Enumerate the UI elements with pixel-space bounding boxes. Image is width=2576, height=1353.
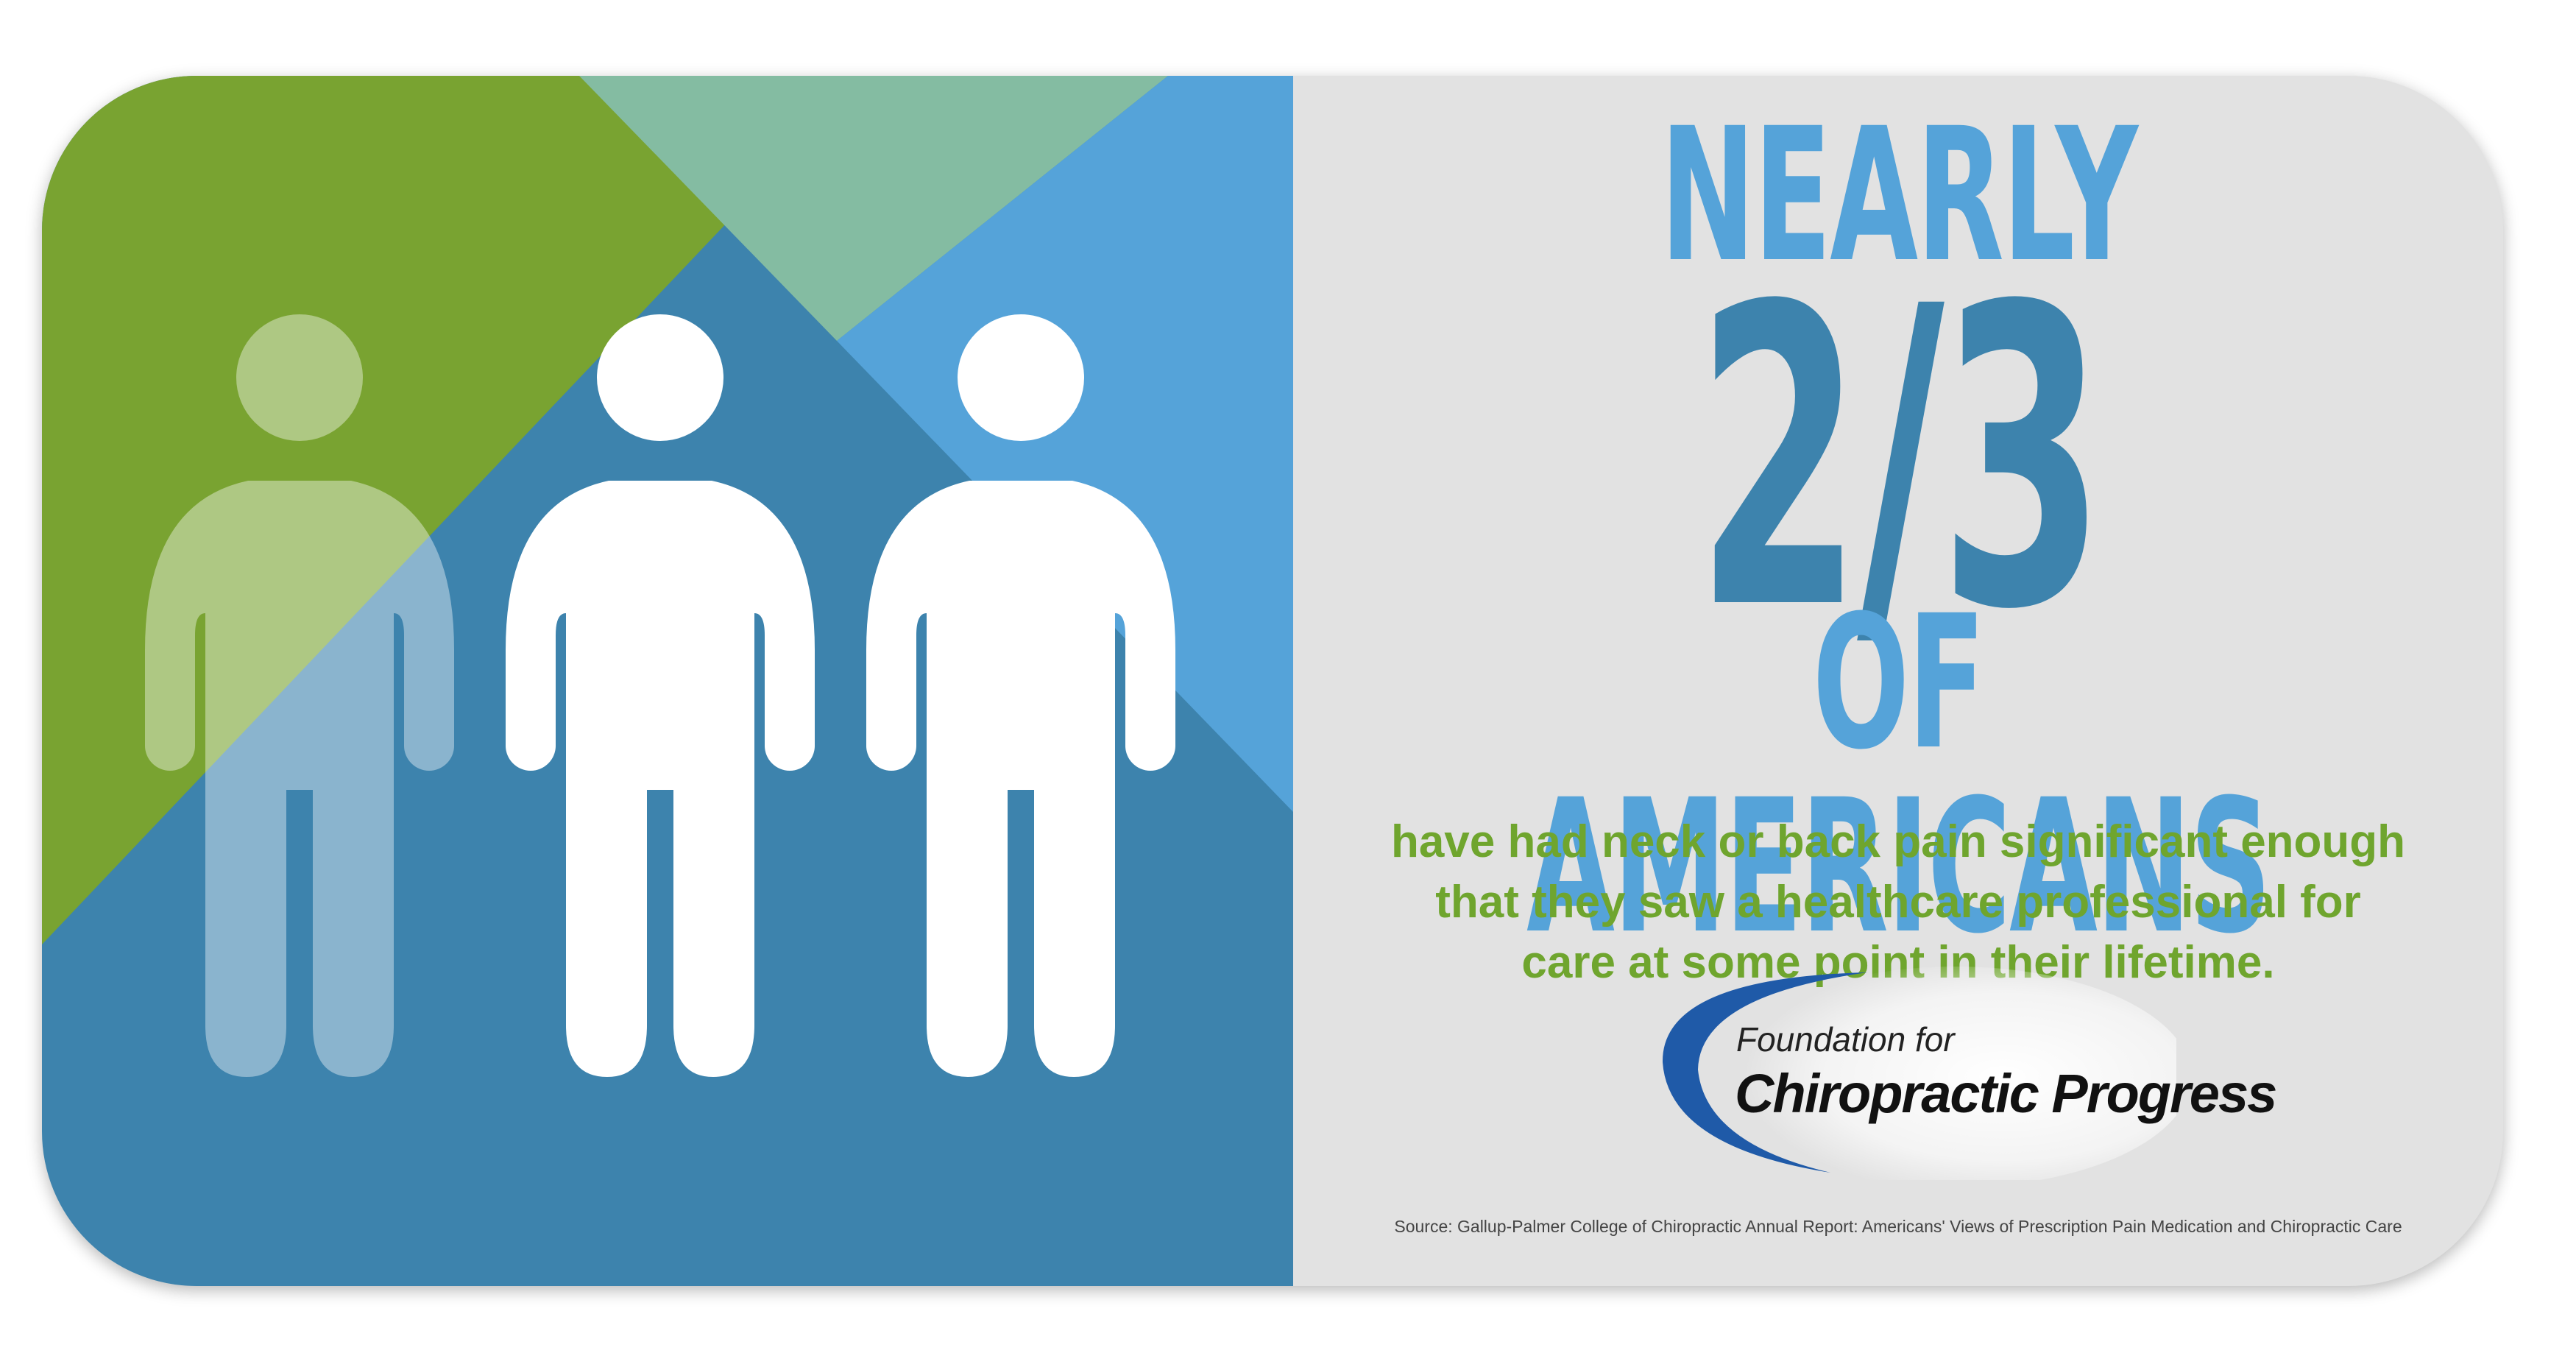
- logo-line2: Chiropractic Progress: [1735, 1063, 2277, 1124]
- background-teal: [579, 76, 1168, 341]
- headline-stat: 2/3: [1696, 220, 2106, 700]
- body-line: have had neck or back pain significant e…: [1390, 816, 2406, 867]
- headline-of-americans: OF AMERICANS: [1526, 576, 2271, 974]
- illustration-panel: [42, 76, 1293, 1286]
- source-citation: Source: Gallup-Palmer College of Chiropr…: [1394, 1217, 2402, 1236]
- foundation-logo: Foundation for Chiropractic Progress: [1646, 959, 2277, 1180]
- text-panel: NEARLY 2/3 OF AMERICANS have had neck or…: [1293, 76, 2503, 1286]
- background-blue-light: [837, 76, 1293, 812]
- people-illustration: [42, 76, 1293, 1286]
- logo-swoosh-icon: [1662, 967, 2176, 1180]
- logo-line1: Foundation for: [1736, 1020, 1955, 1059]
- body-line: that they saw a healthcare professional …: [1435, 877, 2361, 928]
- headline-nearly: NEARLY: [1660, 88, 2138, 303]
- infographic-card: NEARLY 2/3 OF AMERICANS have had neck or…: [42, 76, 2503, 1286]
